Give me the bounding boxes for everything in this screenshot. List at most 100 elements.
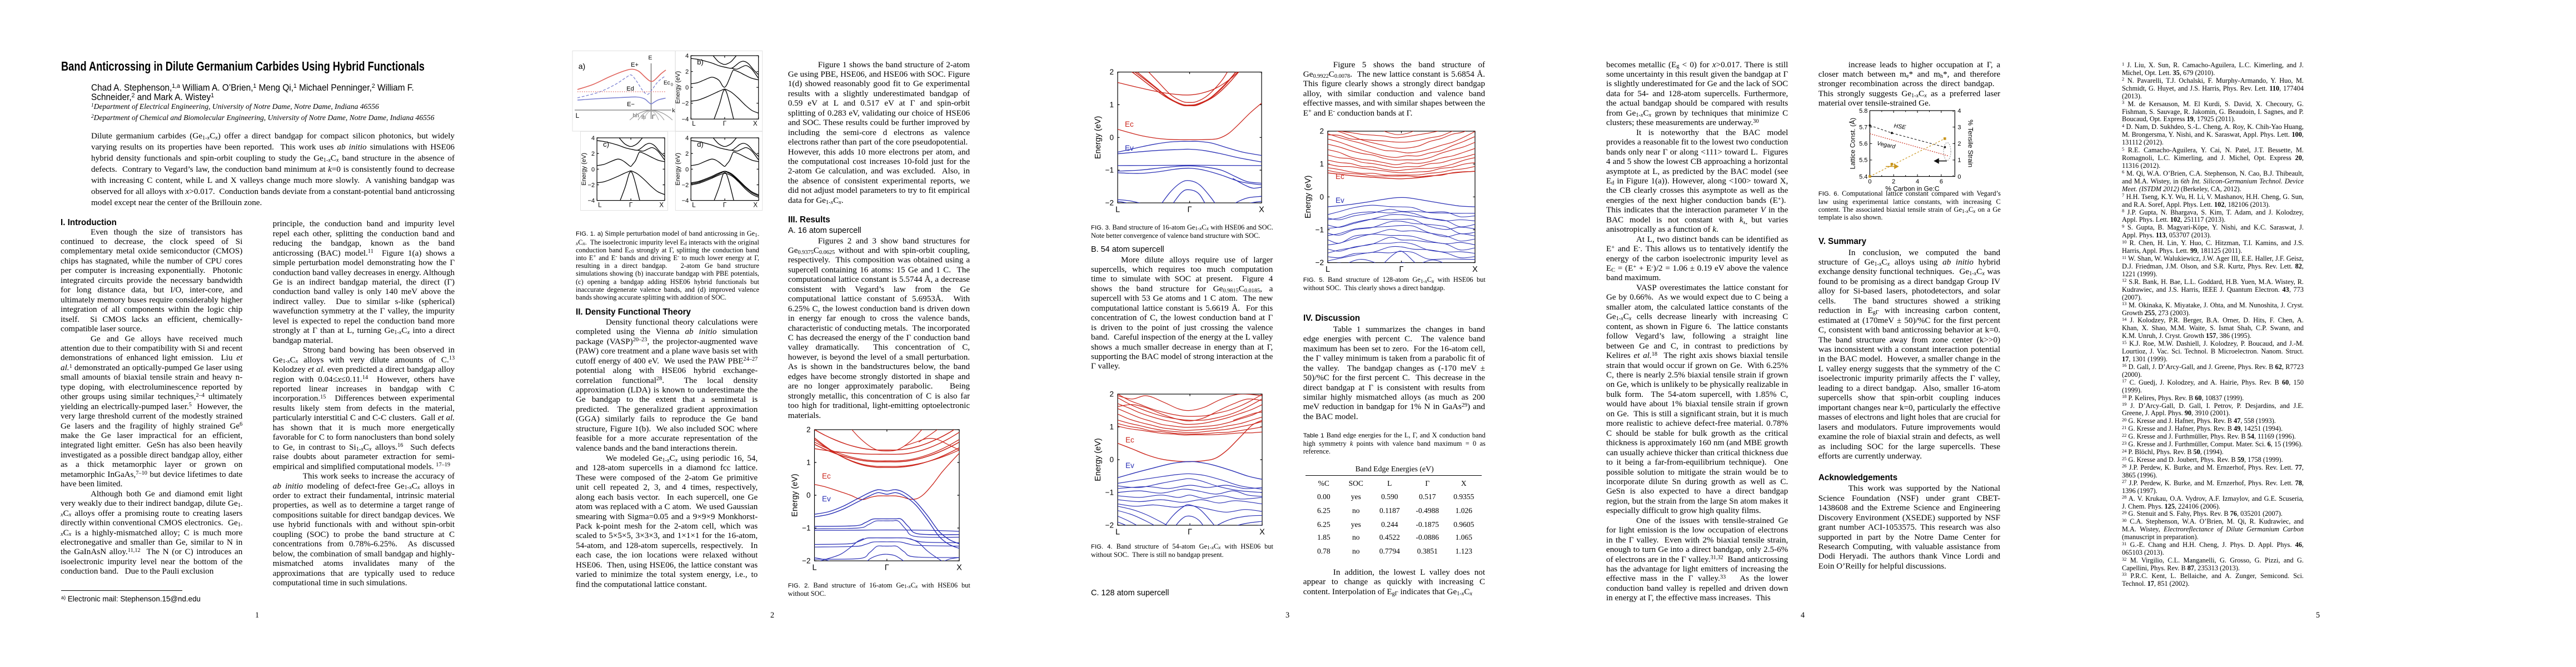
svg-text:b): b) <box>697 58 704 66</box>
svg-text:5.5: 5.5 <box>1859 157 1867 164</box>
svg-text:0: 0 <box>685 84 689 91</box>
svg-text:Ev: Ev <box>1336 196 1344 205</box>
svg-text:4: 4 <box>1957 108 1961 115</box>
svg-text:0: 0 <box>685 166 689 173</box>
svg-text:Energy (eV): Energy (eV) <box>675 153 681 186</box>
svg-text:Energy (eV): Energy (eV) <box>1094 116 1103 159</box>
svg-text:0: 0 <box>671 83 673 87</box>
svg-text:0: 0 <box>1109 456 1114 464</box>
svg-text:0: 0 <box>1109 133 1114 142</box>
svg-text:% Tensile Strain: % Tensile Strain <box>1966 120 1974 167</box>
svg-text:1: 1 <box>1109 423 1114 431</box>
svg-text:X: X <box>753 121 758 127</box>
svg-text:−1: −1 <box>1105 166 1114 175</box>
svg-text:Ev: Ev <box>822 495 831 503</box>
svg-text:L: L <box>1115 528 1120 537</box>
svg-text:0: 0 <box>1868 178 1871 185</box>
svg-text:Energy (eV): Energy (eV) <box>791 474 800 516</box>
svg-text:Γ: Γ <box>723 121 727 127</box>
svg-text:2: 2 <box>685 69 689 76</box>
svg-text:2: 2 <box>1957 141 1961 147</box>
svg-text:Γ: Γ <box>629 202 633 209</box>
svg-text:a): a) <box>579 62 585 71</box>
svg-text:−2: −2 <box>802 557 810 565</box>
svg-text:E+: E+ <box>631 62 639 68</box>
svg-text:X: X <box>659 202 664 209</box>
svg-text:Lattice Const. (Å): Lattice Const. (Å) <box>1848 118 1856 170</box>
svg-text:0: 0 <box>806 491 811 500</box>
svg-text:5.7: 5.7 <box>1859 124 1867 131</box>
svg-text:L: L <box>598 202 602 209</box>
svg-text:L: L <box>692 121 696 127</box>
svg-text:2: 2 <box>1109 390 1114 399</box>
svg-text:0: 0 <box>1319 193 1324 201</box>
svg-text:4: 4 <box>685 53 689 59</box>
svg-text:Γ: Γ <box>723 202 727 209</box>
svg-text:Energy (eV): Energy (eV) <box>581 153 587 186</box>
svg-text:−2: −2 <box>682 101 689 107</box>
svg-text:5.4: 5.4 <box>1859 173 1867 180</box>
svg-text:0: 0 <box>591 166 595 173</box>
svg-text:E−: E− <box>627 101 635 108</box>
svg-text:2: 2 <box>806 426 811 434</box>
svg-text:X: X <box>1259 528 1265 537</box>
svg-text:L: L <box>812 564 816 573</box>
svg-text:k: k <box>672 107 675 114</box>
svg-text:2: 2 <box>1109 68 1114 76</box>
svg-text:4: 4 <box>591 135 595 142</box>
svg-text:−2: −2 <box>1105 199 1114 207</box>
svg-text:HSE: HSE <box>1894 123 1907 131</box>
svg-text:% Carbon in Ge:C: % Carbon in Ge:C <box>1885 185 1940 193</box>
svg-text:−1: −1 <box>1105 489 1114 497</box>
svg-text:−2: −2 <box>1105 521 1114 530</box>
svg-text:Γ: Γ <box>652 114 655 121</box>
svg-text:5.8: 5.8 <box>1859 108 1867 115</box>
svg-text:−4: −4 <box>682 116 689 123</box>
svg-text:Energy (eV): Energy (eV) <box>675 71 681 104</box>
svg-text:Γ: Γ <box>1188 206 1192 215</box>
svg-text:c): c) <box>603 140 609 148</box>
svg-text:−2: −2 <box>588 182 595 189</box>
svg-text:3: 3 <box>1957 124 1961 131</box>
svg-text:Energy (eV): Energy (eV) <box>1304 176 1313 218</box>
svg-text:1: 1 <box>1957 157 1961 164</box>
svg-text:E: E <box>648 54 652 61</box>
svg-text:d): d) <box>697 140 704 148</box>
svg-text:1: 1 <box>806 459 811 467</box>
svg-text:Γ: Γ <box>1399 265 1404 274</box>
svg-text:L: L <box>1115 206 1120 215</box>
svg-text:−4: −4 <box>588 198 595 205</box>
svg-text:4: 4 <box>685 135 689 142</box>
svg-text:4: 4 <box>1916 178 1919 185</box>
svg-text:5.6: 5.6 <box>1859 141 1867 147</box>
svg-text:hh: hh <box>632 113 639 119</box>
svg-text:Ec: Ec <box>1125 436 1134 444</box>
svg-text:0: 0 <box>1957 173 1961 180</box>
svg-text:1: 1 <box>1109 101 1114 109</box>
svg-text:Ec: Ec <box>822 472 831 480</box>
svg-text:Ec: Ec <box>664 80 670 86</box>
svg-text:2: 2 <box>685 151 689 157</box>
svg-text:−1: −1 <box>802 524 810 532</box>
svg-text:2: 2 <box>1892 178 1895 185</box>
svg-text:Ev: Ev <box>1125 461 1134 470</box>
svg-text:X: X <box>753 202 758 209</box>
svg-text:lh: lh <box>641 115 646 121</box>
svg-text:Γ: Γ <box>885 564 889 573</box>
svg-text:2: 2 <box>591 151 595 157</box>
svg-text:−1: −1 <box>1316 226 1324 234</box>
svg-text:Ec: Ec <box>1336 172 1344 181</box>
svg-text:Γ: Γ <box>1188 528 1192 537</box>
svg-text:6: 6 <box>1940 178 1943 185</box>
svg-text:X: X <box>1472 265 1478 274</box>
svg-text:Energy (eV): Energy (eV) <box>1094 438 1103 481</box>
svg-text:Vegard: Vegard <box>1876 140 1896 150</box>
svg-text:−4: −4 <box>682 198 689 205</box>
svg-text:X: X <box>956 564 962 573</box>
svg-text:X: X <box>1259 206 1264 215</box>
svg-text:L: L <box>576 112 580 120</box>
svg-text:L: L <box>692 202 696 209</box>
svg-text:−2: −2 <box>1316 258 1324 267</box>
svg-text:1: 1 <box>1319 160 1324 168</box>
svg-text:2: 2 <box>1319 127 1324 136</box>
